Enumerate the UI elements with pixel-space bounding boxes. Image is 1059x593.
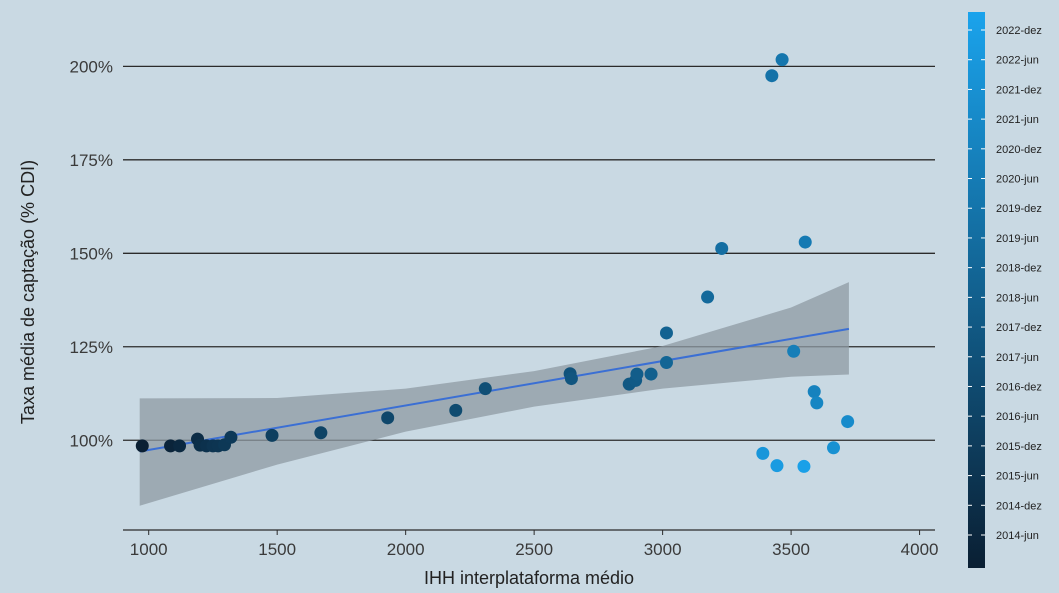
- data-point: [841, 415, 855, 429]
- legend-label: 2019-dez: [996, 203, 1042, 215]
- data-point: [173, 439, 187, 453]
- data-point: [797, 459, 811, 473]
- data-point: [135, 439, 149, 453]
- data-point: [644, 367, 658, 381]
- data-point: [756, 446, 770, 460]
- legend-label: 2017-dez: [996, 322, 1042, 334]
- legend-label: 2016-jun: [996, 411, 1039, 423]
- x-tick-label: 2000: [387, 540, 425, 559]
- data-point: [630, 367, 644, 381]
- legend-label: 2018-dez: [996, 263, 1042, 275]
- fit-line: [139, 327, 850, 453]
- legend-label: 2017-jun: [996, 352, 1039, 364]
- data-point: [798, 235, 812, 249]
- x-axis-title: IHH interplataforma médio: [424, 568, 634, 588]
- fit-line-group: [139, 327, 850, 453]
- legend-label: 2022-jun: [996, 55, 1039, 67]
- legend-label: 2019-jun: [996, 233, 1039, 245]
- data-point: [775, 53, 789, 67]
- data-point: [770, 459, 784, 473]
- y-tick-label: 125%: [70, 338, 113, 357]
- data-point: [765, 69, 779, 83]
- data-point: [827, 441, 840, 455]
- legend-colorbar: [968, 12, 985, 568]
- x-tick-label: 1000: [130, 540, 168, 559]
- y-axis-title: Taxa média de captação (% CDI): [18, 160, 38, 424]
- y-tick-labels: 100% 125% 150% 175% 200%: [70, 57, 113, 450]
- x-tick-label: 2500: [515, 540, 553, 559]
- data-point: [659, 355, 673, 369]
- legend-label: 2014-jun: [996, 530, 1039, 542]
- data-point: [701, 290, 715, 304]
- y-tick-label: 150%: [70, 244, 113, 263]
- data-point: [164, 439, 178, 453]
- legend-label: 2016-dez: [996, 381, 1042, 393]
- legend-label: 2020-dez: [996, 144, 1042, 156]
- x-tick-label: 4000: [901, 540, 939, 559]
- data-point: [715, 241, 729, 255]
- x-tick-label: 3000: [644, 540, 682, 559]
- x-tick-labels: 1000 1500 2000 2500 3000 3500 4000: [130, 530, 939, 559]
- color-legend: 2014-jun 2014-dez 2015-jun 2015-dez 2016-jun…: [968, 12, 1042, 568]
- y-tick-label: 175%: [70, 151, 113, 170]
- legend-label: 2021-dez: [996, 84, 1042, 96]
- data-point: [265, 428, 279, 442]
- confidence-band: [139, 282, 849, 506]
- data-point: [224, 430, 238, 444]
- data-point: [810, 396, 824, 410]
- legend-label: 2022-dez: [996, 25, 1042, 37]
- legend-label: 2015-dez: [996, 441, 1042, 453]
- data-point: [314, 426, 328, 440]
- legend-label: 2021-jun: [996, 114, 1039, 126]
- legend-label: 2015-jun: [996, 471, 1039, 483]
- x-tick-label: 3500: [772, 540, 810, 559]
- legend-label: 2014-dez: [996, 500, 1042, 512]
- y-tick-label: 200%: [70, 57, 113, 76]
- data-point: [381, 411, 395, 425]
- data-point: [449, 403, 463, 417]
- data-point: [478, 382, 492, 396]
- data-point: [659, 326, 673, 340]
- data-point: [564, 372, 578, 386]
- data-point: [787, 344, 801, 358]
- data-point: [807, 385, 821, 399]
- y-tick-label: 100%: [70, 431, 113, 450]
- confidence-band-group: [139, 282, 849, 506]
- legend-label: 2018-jun: [996, 292, 1039, 304]
- legend-label: 2020-jun: [996, 174, 1039, 186]
- x-tick-label: 1500: [258, 540, 296, 559]
- data-points: [135, 53, 855, 473]
